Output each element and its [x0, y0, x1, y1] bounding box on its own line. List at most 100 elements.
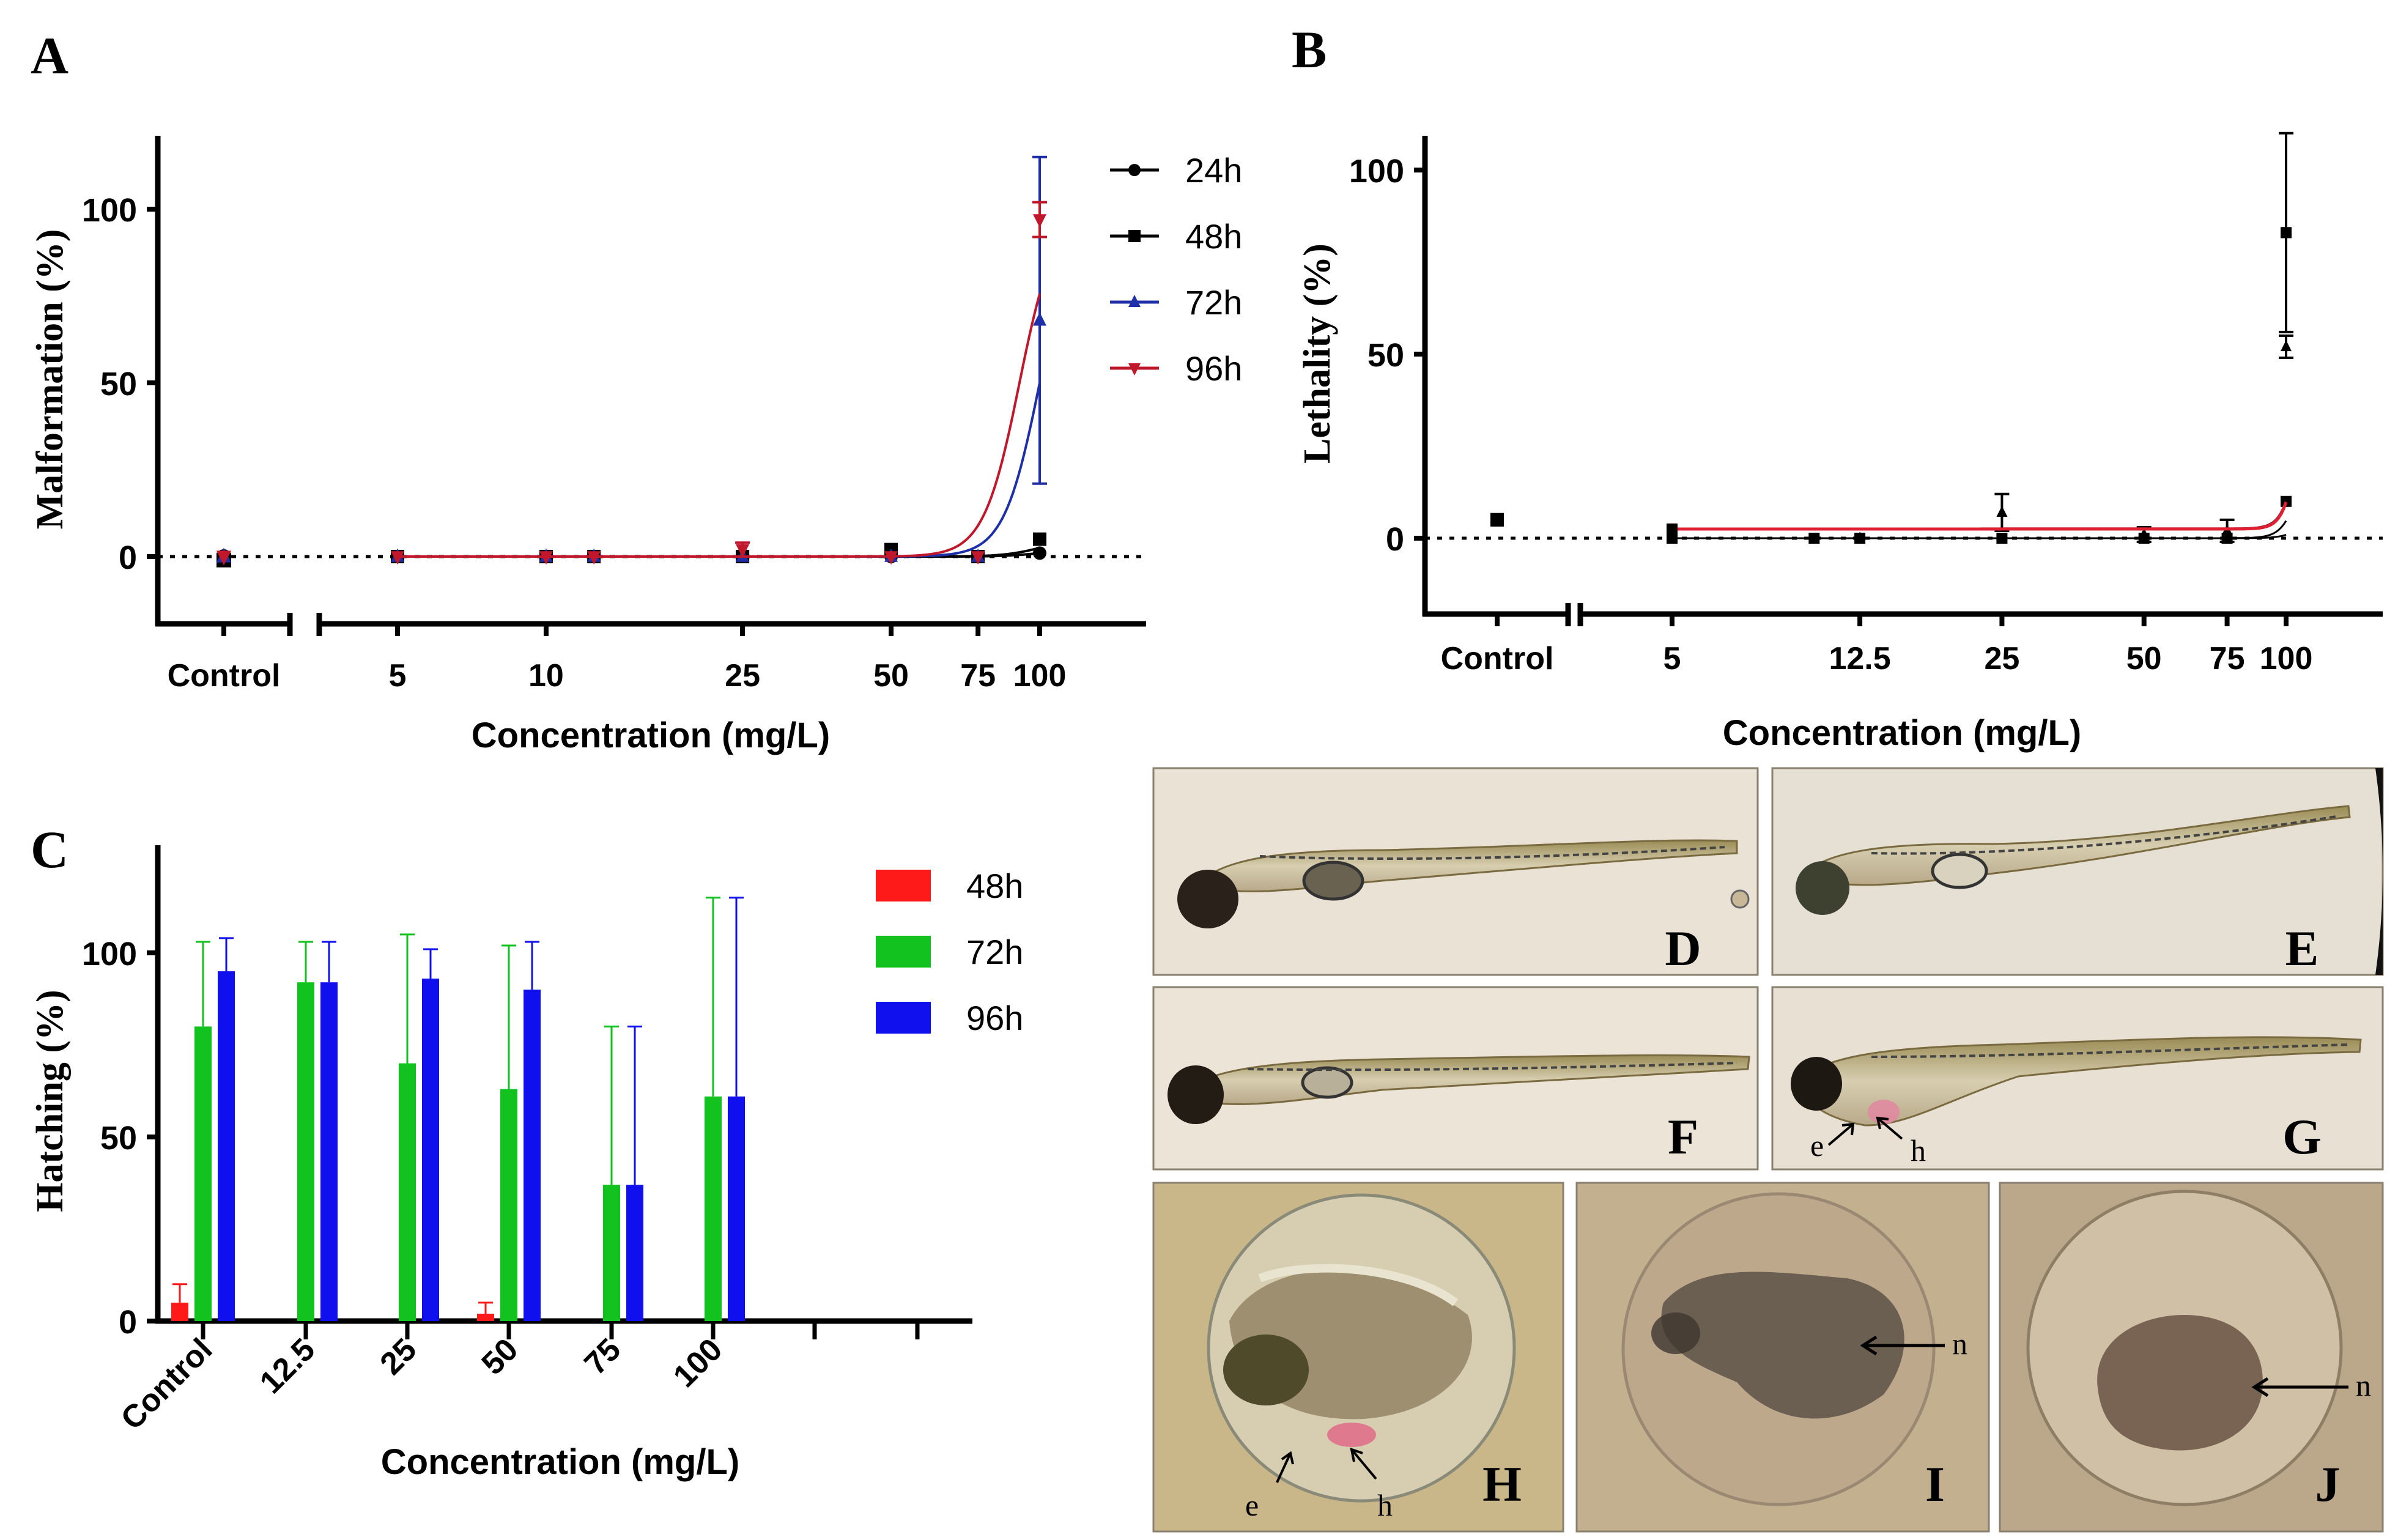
photo-panel-f: F — [1152, 986, 1759, 1171]
panel-a-xtick-label: 100 — [1013, 658, 1067, 694]
panel-a-legend-marker-24h — [1128, 164, 1141, 176]
photo-i-annotation-n: n — [1952, 1327, 1967, 1361]
panel-c-errorbar-72h — [604, 1025, 619, 1185]
panel-c-bar-72h — [500, 1089, 517, 1321]
photo-label-d: D — [1665, 920, 1701, 976]
panel-a-xtick-label: 25 — [725, 658, 760, 694]
panel-b-axes — [1422, 136, 2383, 626]
panel-c-marks — [171, 897, 745, 1321]
photo-panel-i: n I — [1575, 1182, 1990, 1533]
photo-h-annotation-e: e — [1245, 1488, 1259, 1522]
panel-c-bar-48h — [477, 1313, 494, 1321]
photo-h-annotation-h: h — [1377, 1488, 1393, 1522]
panel-c-xtick-label: 12.5 — [253, 1331, 322, 1401]
panel-c-ylabel: Hatching (%) — [29, 990, 71, 1212]
panel-a-legend-label-24h: 24h — [1185, 151, 1242, 190]
photo-h-arrows — [1276, 1448, 1377, 1483]
panel-c-errorbar-96h — [322, 941, 336, 983]
panel-c-legend-label-96h: 96h — [966, 999, 1023, 1037]
panel-c-series-48h — [171, 1283, 494, 1321]
panel-c-xtick-label: Control — [114, 1331, 220, 1437]
panel-a-ytick-label: 50 — [100, 366, 137, 402]
photo-panel-h: e h H — [1152, 1182, 1564, 1533]
panel-a-fit-line-72h — [398, 382, 1041, 558]
photo-j-annotation-n: n — [2356, 1368, 2371, 1402]
larva-e-image — [1796, 805, 2351, 915]
panel-a-series-72h — [216, 155, 1047, 563]
panel-b: B Lethality (%) Concentration (mg/L) 050… — [1292, 20, 2383, 753]
panel-c-bar-72h — [297, 982, 314, 1321]
panel-c-bar-96h — [422, 979, 439, 1321]
panel-c-xtick-label: 75 — [578, 1331, 628, 1382]
panel-c-legend: 48h 72h 96h — [876, 867, 1023, 1037]
panel-c-errorbar-96h — [729, 897, 744, 1097]
panel-c-bar-72h — [399, 1063, 416, 1321]
panel-a-series-48h — [216, 532, 1046, 568]
panel-c-errorbar-48h — [172, 1283, 187, 1303]
embryo-i-image — [1621, 1192, 1936, 1506]
panel-b-point-48h — [2138, 528, 2150, 539]
panel-a-series-96h — [216, 201, 1047, 566]
panel-b-ylabel: Lethality (%) — [1297, 243, 1338, 464]
panel-b-y-ticks: 0 50 100 — [1349, 153, 1425, 558]
panel-b-ytick-label: 0 — [1386, 521, 1404, 558]
panel-b-xtick-label: 5 — [1663, 641, 1681, 676]
panel-c-errorbar-72h — [706, 897, 720, 1097]
panel-c-x-ticks: Control 12.5 25 50 75 100 — [114, 1321, 920, 1437]
panel-a-legend: 24h 48h 72h 96h — [1110, 151, 1242, 388]
panel-c-bar-96h — [728, 1096, 745, 1321]
panel-c-legend-swatch-48h — [876, 870, 931, 901]
panel-b-marks — [1490, 131, 2293, 544]
panel-a-legend-label-72h: 72h — [1185, 283, 1242, 322]
panel-c-errorbar-72h — [298, 941, 313, 983]
panel-c-errorbar-96h — [423, 948, 438, 979]
panel-c-bar-72h — [194, 1026, 212, 1321]
photo-panel-d: D — [1152, 767, 1759, 976]
photo-label-f: F — [1668, 1109, 1698, 1164]
photo-g-arrows — [1827, 1116, 1903, 1146]
larva-f-image — [1168, 1054, 1750, 1124]
panel-a-legend-marker-48h — [1128, 230, 1141, 242]
panel-a-xtick-label: 5 — [389, 658, 407, 694]
panel-a-marks — [216, 155, 1047, 568]
panel-c-axes — [155, 845, 972, 1324]
panel-a-ytick-label: 100 — [82, 192, 137, 229]
panel-b-x-ticks: Control 5 12.5 25 50 75 100 — [1441, 614, 2313, 676]
photo-i-arrow — [1860, 1335, 1945, 1356]
panel-b-point-96h — [1667, 523, 1678, 535]
panel-b-point-24h — [2281, 495, 2292, 507]
panel-a-xtick-label: Control — [168, 658, 281, 694]
panel-a-x-ticks: Control 5 10 25 50 75 100 — [168, 624, 1067, 694]
panel-c-legend-swatch-96h — [876, 1002, 931, 1034]
panel-b-xtick-label: 12.5 — [1829, 641, 1890, 676]
panel-c-xtick-label: 50 — [475, 1331, 525, 1382]
panel-a-axes — [155, 136, 1146, 636]
panel-a-legend-marker-96h — [1128, 363, 1141, 376]
panel-c-bar-96h — [626, 1185, 643, 1321]
larva-g-image — [1791, 1036, 2362, 1127]
panel-b-series-96h — [1490, 227, 2292, 535]
photo-panel-g: e h G — [1771, 986, 2384, 1171]
panel-c-errorbar-72h — [196, 941, 210, 1027]
photo-panel-j: n J — [1999, 1182, 2384, 1533]
panel-b-xtick-label: 100 — [2260, 641, 2313, 676]
panel-b-fit-line-72h — [1672, 501, 2288, 531]
photo-label-g: G — [2282, 1109, 2322, 1164]
panel-a-point-72h — [1033, 312, 1046, 326]
panel-c-legend-label-48h: 48h — [966, 867, 1023, 905]
panel-b-xlabel: Concentration (mg/L) — [1723, 713, 2081, 753]
panel-b-xtick-label: 75 — [2210, 641, 2245, 676]
panel-c-xtick-label: 100 — [667, 1331, 729, 1394]
panel-c-bar-72h — [705, 1096, 722, 1321]
panel-c-bar-96h — [524, 990, 541, 1321]
photo-label-j: J — [2315, 1456, 2341, 1512]
panel-b-fit-line-96h — [1672, 502, 2288, 531]
photo-label-h: H — [1482, 1456, 1522, 1512]
photo-panel-e: E — [1771, 767, 2384, 976]
photo-g-annotation-h: h — [1911, 1133, 1926, 1168]
panel-a-point-96h — [539, 551, 553, 565]
panel-a: A Malformation (%) Concentration (mg/L) … — [29, 26, 1242, 755]
panel-a-point-96h — [971, 551, 985, 565]
panel-c-errorbar-96h — [219, 937, 234, 972]
panel-b-series-24h — [1490, 495, 2292, 544]
